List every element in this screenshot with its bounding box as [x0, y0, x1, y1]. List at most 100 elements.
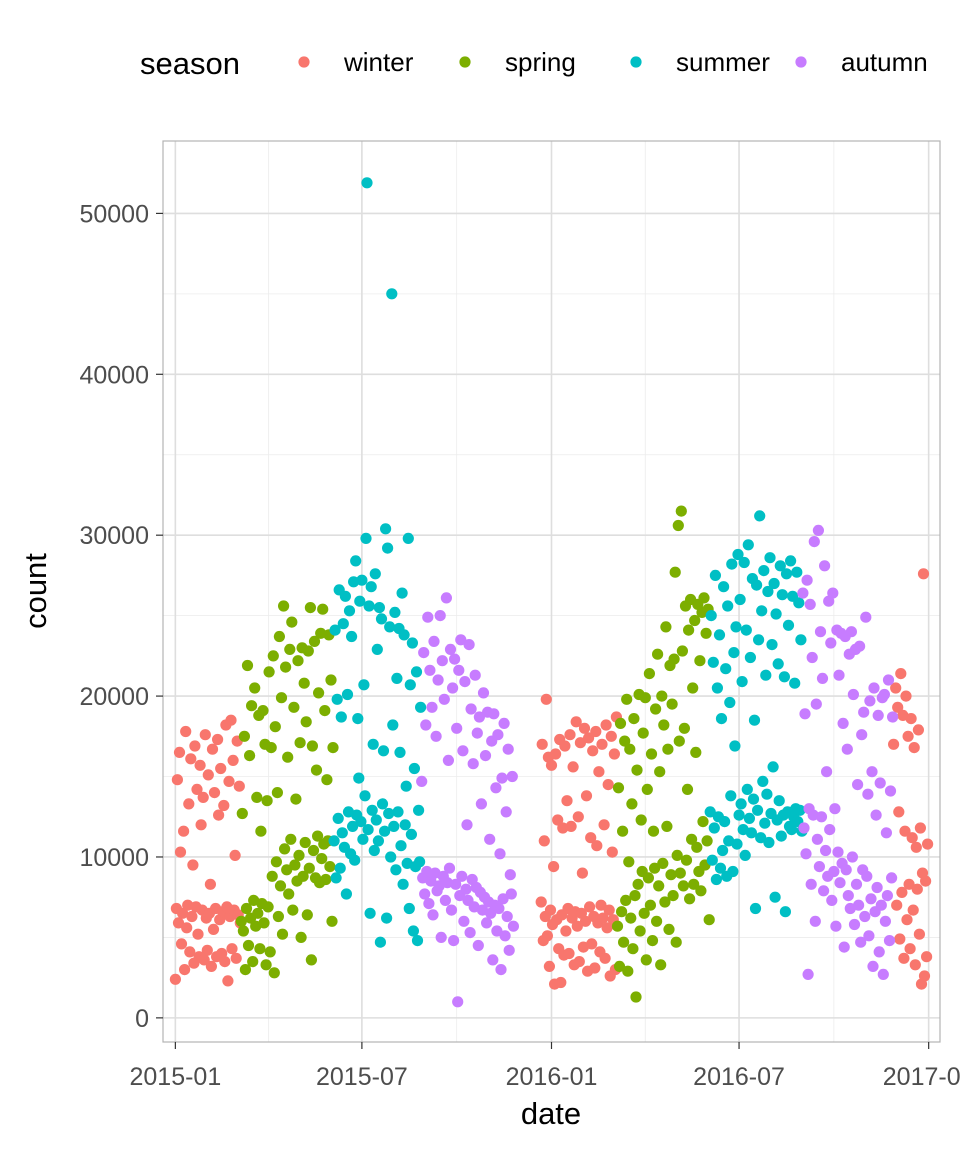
autumn-point — [471, 727, 483, 739]
summer-point — [413, 804, 425, 816]
winter-point — [578, 722, 591, 734]
spring-point — [649, 862, 661, 874]
summer-point — [380, 523, 392, 535]
autumn-point — [840, 864, 852, 876]
summer-point — [361, 177, 373, 189]
autumn-point — [841, 743, 853, 755]
autumn-point — [847, 688, 860, 701]
winter-point — [199, 729, 211, 741]
spring-point — [617, 825, 629, 837]
winter-point — [896, 886, 908, 899]
winter-point — [230, 952, 242, 964]
winter-point — [191, 783, 203, 796]
autumn-point — [419, 888, 431, 900]
spring-point — [658, 719, 670, 731]
summer-point — [340, 888, 352, 900]
legend-key-summer — [630, 56, 642, 68]
autumn-point — [493, 902, 505, 915]
winter-point — [212, 733, 224, 746]
spring-point — [639, 692, 651, 704]
winter-point — [589, 962, 601, 974]
autumn-point — [887, 711, 899, 723]
winter-point — [218, 799, 230, 812]
autumn-point — [422, 611, 434, 623]
summer-point — [402, 532, 414, 545]
summer-point — [371, 643, 383, 656]
x-tick-label: 2016-01 — [506, 1063, 598, 1091]
winter-point — [550, 748, 562, 760]
summer-point — [707, 656, 719, 668]
summer-point — [734, 593, 746, 606]
autumn-point — [445, 904, 458, 916]
winter-point — [922, 838, 934, 850]
summer-point — [396, 587, 408, 599]
summer-point — [727, 865, 739, 878]
summer-point — [789, 677, 801, 689]
summer-point — [383, 807, 395, 820]
autumn-point — [428, 635, 440, 648]
winter-point — [895, 668, 907, 680]
spring-point — [674, 867, 686, 879]
spring-point — [303, 862, 315, 874]
summer-point — [763, 836, 775, 849]
autumn-point — [868, 682, 880, 694]
spring-point — [271, 787, 283, 799]
spring-point — [293, 849, 305, 862]
summer-point — [768, 577, 780, 590]
spring-point — [614, 717, 627, 730]
spring-point — [294, 737, 306, 749]
summer-point — [373, 602, 385, 614]
autumn-point — [882, 674, 895, 686]
winter-point — [169, 973, 181, 985]
autumn-point — [500, 806, 512, 818]
spring-point — [683, 624, 695, 636]
summer-point — [366, 804, 378, 816]
autumn-point — [451, 722, 463, 734]
summer-point — [370, 814, 382, 826]
summer-point — [407, 925, 419, 937]
summer-point — [343, 605, 356, 617]
summer-point — [346, 630, 358, 643]
winter-point — [579, 915, 592, 927]
summer-point — [747, 793, 760, 805]
autumn-point — [427, 909, 439, 921]
autumn-point — [821, 766, 833, 778]
winter-point — [544, 904, 557, 916]
summer-point — [758, 565, 770, 577]
winter-point — [226, 943, 238, 955]
summer-point — [736, 676, 748, 688]
legend-label-winter: winter — [343, 47, 414, 77]
summer-point — [341, 688, 354, 701]
spring-point — [246, 700, 258, 712]
spring-point — [694, 655, 706, 667]
summer-point — [720, 663, 732, 675]
spring-point — [646, 935, 659, 947]
winter-point — [171, 774, 183, 786]
autumn-point — [481, 917, 493, 929]
winter-point — [606, 846, 618, 858]
summer-point — [367, 738, 379, 750]
summer-point — [731, 838, 743, 850]
spring-point — [240, 902, 253, 915]
autumn-point — [421, 865, 433, 878]
summer-point — [754, 510, 766, 522]
autumn-point — [856, 729, 868, 741]
spring-point — [297, 870, 309, 882]
winter-point — [910, 841, 922, 853]
summer-point — [766, 639, 778, 651]
winter-point — [198, 954, 210, 966]
spring-point — [288, 701, 300, 713]
winter-point — [917, 568, 930, 580]
spring-point — [690, 746, 702, 759]
winter-point — [596, 738, 608, 750]
summer-point — [350, 555, 362, 567]
winter-point — [180, 725, 192, 738]
winter-point — [894, 933, 906, 945]
summer-point — [708, 822, 720, 834]
summer-point — [381, 912, 393, 924]
winter-point — [179, 964, 191, 976]
y-tick-label: 0 — [135, 1005, 149, 1033]
spring-point — [653, 880, 665, 892]
